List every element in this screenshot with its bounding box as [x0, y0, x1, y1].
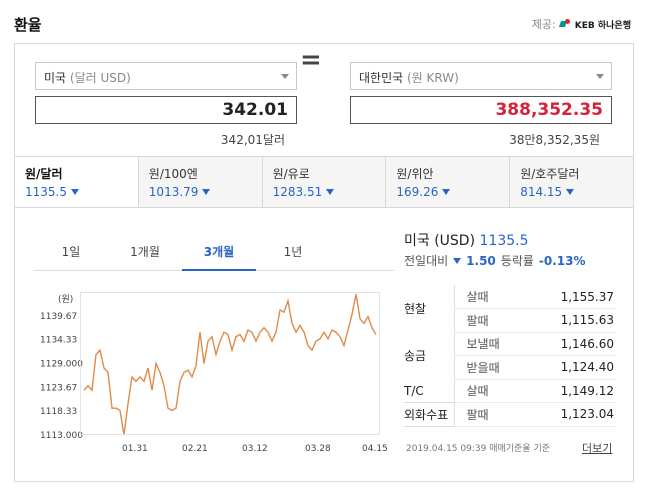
tab-name: 원/달러 — [25, 167, 63, 181]
tab-value: 1013.79 — [148, 185, 199, 199]
bank-logo-text: KEB 하나은행 — [574, 20, 631, 31]
period-tab-1y[interactable]: 1년 — [283, 245, 303, 259]
tab-usd[interactable]: 원/달러 1135.5 — [15, 157, 139, 207]
down-arrow-icon — [326, 189, 335, 195]
rate-change: 전일대비 1.50 등락률 -0.13% — [404, 252, 586, 269]
summary-country: 미국 (USD) — [404, 233, 476, 249]
x-tick-label: 03.28 — [305, 444, 331, 454]
provider-label: 제공: — [531, 18, 556, 31]
y-tick-label: 1123.67 — [40, 383, 77, 393]
group-label-transfer: 송금 — [404, 349, 427, 363]
tab-name: 원/호주달러 — [520, 167, 580, 181]
rate-value: 1,146.60 — [510, 332, 616, 356]
to-currency-name: 대한민국 — [359, 71, 404, 85]
from-amount-input[interactable]: 342.01 — [35, 96, 297, 124]
x-tick-label: 02.21 — [182, 444, 208, 454]
tab-eur[interactable]: 원/유로 1283.51 — [263, 157, 387, 207]
rate-value: 1,123.04 — [510, 402, 616, 427]
bank-logo-icon — [560, 19, 572, 29]
rate-detail-panel — [14, 207, 634, 482]
change-rate-label: 등락률 — [500, 254, 534, 268]
y-tick-label: 1139.67 — [40, 312, 77, 322]
period-tabs: 1일 1개월 3개월 1년 — [34, 240, 394, 271]
tab-jpy[interactable]: 원/100엔 1013.79 — [139, 157, 263, 207]
group-label-cash: 현찰 — [404, 302, 427, 316]
period-tab-3m[interactable]: 3개월 — [182, 240, 256, 271]
timestamp-note: 2019.04.15 09:39 매매기준율 기준 — [406, 444, 551, 454]
down-arrow-icon — [442, 189, 451, 195]
to-amount-words: 38만8,352,35원 — [509, 133, 600, 147]
change-percent: -0.13% — [538, 253, 586, 268]
tab-name: 원/유로 — [272, 167, 310, 181]
rate-kind: 팔때 — [453, 402, 510, 427]
x-tick-label: 01.31 — [122, 444, 148, 454]
rate-kind: 살때 — [453, 285, 510, 309]
rate-value: 1,155.37 — [510, 285, 616, 309]
tab-value: 1135.5 — [25, 185, 67, 199]
rate-value: 1,124.40 — [510, 355, 616, 380]
rate-kind: 살때 — [453, 379, 510, 403]
y-axis-label: (원) — [58, 294, 73, 305]
x-tick-label: 04.15 — [362, 444, 388, 454]
rate-kind: 받을때 — [453, 355, 510, 380]
group-label-tc: T/C — [404, 379, 454, 403]
chevron-down-icon — [281, 74, 289, 79]
change-label: 전일대비 — [404, 254, 449, 268]
down-arrow-icon — [71, 189, 79, 195]
from-currency-name: 미국 — [44, 71, 67, 85]
down-arrow-icon — [202, 189, 211, 195]
from-currency-sub: (달러 USD) — [69, 71, 131, 85]
more-link[interactable]: 더보기 — [582, 442, 613, 455]
tab-aud[interactable]: 원/호주달러 814.15 — [510, 157, 633, 207]
group-label-check: 외화수표 — [404, 402, 454, 427]
tab-value: 1283.51 — [272, 185, 323, 199]
provider-info: 제공: KEB 하나은행 — [532, 16, 631, 32]
page-title: 환율 — [14, 16, 42, 34]
bank-logo: KEB 하나은행 — [560, 18, 631, 31]
tab-value: 169.26 — [396, 185, 439, 199]
from-currency-select[interactable]: 미국 (달러 USD) — [35, 62, 297, 90]
y-tick-label: 1134.33 — [40, 336, 77, 346]
to-currency-select[interactable]: 대한민국 (원 KRW) — [350, 62, 612, 90]
tab-name: 원/위안 — [396, 167, 434, 181]
from-amount-words: 342,01달러 — [220, 133, 285, 147]
summary-rate: 1135.5 — [479, 233, 529, 249]
change-value: 1.50 — [466, 253, 496, 268]
to-amount-input[interactable]: 388,352.35 — [350, 96, 612, 124]
period-tab-1d[interactable]: 1일 — [61, 245, 81, 259]
to-currency-sub: (원 KRW) — [407, 71, 459, 85]
rate-kind: 보낼때 — [453, 332, 510, 356]
rate-summary: 미국 (USD) 1135.5 — [404, 230, 529, 250]
rate-kind: 팔때 — [453, 308, 510, 333]
tab-value: 814.15 — [520, 185, 563, 199]
rate-value: 1,115.63 — [510, 308, 616, 333]
down-arrow-icon — [453, 257, 462, 264]
rates-table: 현찰 살때 1,155.37 팔때 1,115.63 송금 보낼때 1,146.… — [404, 285, 616, 427]
chevron-down-icon — [596, 74, 604, 79]
x-tick-label: 03.12 — [242, 444, 268, 454]
y-tick-label: 1129.000 — [40, 360, 83, 370]
rate-value: 1,149.12 — [510, 379, 616, 403]
down-arrow-icon — [566, 189, 575, 195]
equals-sign: = — [300, 45, 322, 75]
series-line — [83, 294, 377, 436]
currency-tabs: 원/달러 1135.5 원/100엔 1013.79 원/유로 1283.51 … — [14, 156, 634, 208]
y-tick-label: 1118.33 — [40, 407, 77, 417]
tab-cny[interactable]: 원/위안 169.26 — [386, 157, 511, 207]
tab-name: 원/100엔 — [148, 167, 198, 181]
period-tab-1m[interactable]: 1개월 — [130, 245, 160, 259]
y-tick-label: 1113.000 — [40, 431, 83, 441]
